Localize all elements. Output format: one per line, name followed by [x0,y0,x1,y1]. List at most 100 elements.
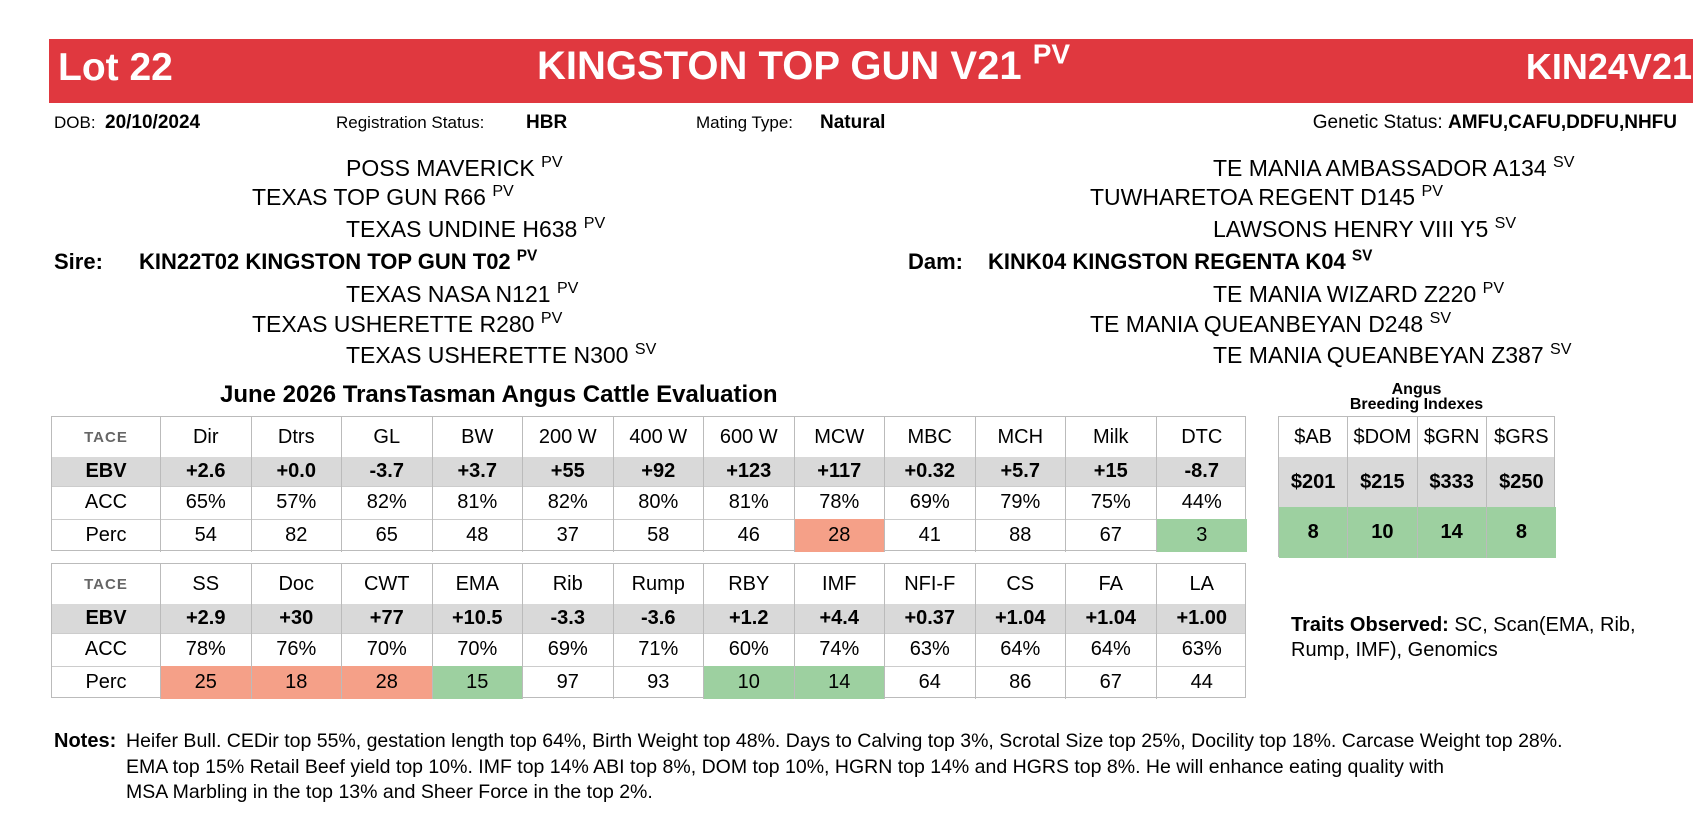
ancestor-name: TE MANIA WIZARD Z220 [1213,281,1477,307]
ebv-value: -3.7 [342,457,433,486]
registration: HBR [526,112,568,133]
row-line [52,633,1245,634]
mating: Natural [820,112,886,133]
acc-value: 82% [523,486,614,519]
notes-line: MSA Marbling in the top 13% and Sheer Fo… [126,781,653,803]
notes-label: Notes: [54,730,117,752]
ancestor: TEXAS USHERETTE N300 SV [346,340,657,369]
acc-value: 71% [614,633,704,666]
perc-value: 37 [523,519,614,552]
ancestor-status: SV [1553,153,1575,172]
row-line [52,666,1245,667]
ancestor-status: SV [1494,214,1517,233]
parent-label: Dam: [908,249,964,274]
trait-name: 200 W [523,417,614,457]
ancestor: TEXAS NASA N121 PV [346,279,579,308]
ancestor-status: PV [516,247,538,265]
parent-label: Sire: [54,249,103,274]
perc-value: 58 [614,519,704,552]
perc-value: 10 [704,666,795,699]
tace-logo: TACE [52,417,161,457]
ancestor-status: SV [1429,309,1452,328]
index-name: $DOM [1348,417,1418,457]
index-name: $GRS [1494,425,1549,448]
perc-value: 86 [976,666,1066,699]
acc-value: 78% [795,486,885,519]
acc-value: 82% [342,486,433,519]
trait-name: NFI-F [885,564,976,604]
ancestor: TE MANIA AMBASSADOR A134 SV [1213,153,1575,182]
row-label: Perc [52,519,161,552]
index-perc: 8 [1279,507,1349,558]
perc-value: 67 [1066,666,1157,699]
index-perc: 8 [1486,507,1556,558]
ancestor-name: TEXAS USHERETTE N300 [346,342,629,368]
index-perc: 14 [1417,507,1487,558]
ebv-value: +5.7 [976,457,1066,486]
lot-number: Lot 22 [58,46,173,89]
acc-value: 64% [976,633,1066,666]
col-line [160,417,161,550]
trait-name: Milk [1066,417,1157,457]
ebv-table: TACE EBV ACC Perc Dir +2.6 65% 54 Dtrs +0.0 57% 82 G… [51,416,1247,552]
trait-name: CS [976,564,1066,604]
index-title: Breeding Indexes [1349,396,1484,413]
perc-value: 97 [523,666,614,699]
perc-value: 46 [704,519,795,552]
acc-value: 70% [433,633,523,666]
trait-name: DTC [1181,425,1223,448]
acc-value: 78% [161,633,252,666]
ancestor-name: TEXAS TOP GUN R66 [252,184,486,210]
acc-value: 80% [614,486,704,519]
acc-value: 63% [1181,638,1222,660]
notes-line: Heifer Bull. CEDir top 55%, gestation le… [126,730,1563,752]
trait-name: IMF [795,564,885,604]
ancestor-name: TUWHARETOA REGENT D145 [1090,184,1416,210]
ancestor-status: PV [1421,182,1443,201]
trait-name: Dir [161,417,252,457]
acc-value: 74% [795,633,885,666]
ebv-value: +77 [342,604,433,633]
perc-value: 93 [614,666,704,699]
ebv-value: +3.7 [433,457,523,486]
ancestor-name: TE MANIA QUEANBEYAN Z387 [1213,342,1544,368]
animal-status: PV [1032,38,1071,70]
ancestor-status: PV [556,279,579,298]
perc-value: 44 [1190,671,1213,693]
perc-value: 88 [976,519,1066,552]
row-label: ACC [52,486,161,519]
acc-value: 81% [704,486,795,519]
ebv-title: June 2026 TransTasman Angus Cattle Evalu… [220,381,778,408]
index-value: $201 [1279,457,1349,507]
tace-logo: TACE [52,564,161,604]
ancestor-name: TE MANIA QUEANBEYAN D248 [1090,311,1424,337]
ebv-value: +0.37 [885,604,976,633]
perc-value: 67 [1066,519,1157,552]
ebv-value: +15 [1066,457,1157,486]
ancestor-status: PV [492,182,514,201]
ebv-value: +1.04 [1066,604,1157,633]
ebv-value: +0.0 [252,457,342,486]
trait-name: LA [1189,572,1214,595]
trait-name: MCW [795,417,885,457]
animal-name-text: KINGSTON TOP GUN V21 [537,44,1022,88]
perc-value: 3 [1156,519,1247,552]
index-value: $250 [1499,470,1544,493]
trait-name: Rib [523,564,614,604]
traits-label: Traits Observed: [1291,614,1449,636]
perc-value: 28 [342,666,433,699]
ancestor-name: POSS MAVERICK [346,155,535,181]
perc-value: 64 [885,666,976,699]
ebv-value: +30 [252,604,342,633]
ebv-value: +0.32 [885,457,976,486]
acc-value: 79% [976,486,1066,519]
index-perc: 10 [1348,507,1418,558]
row-label: EBV [52,457,161,486]
col-line [160,564,161,697]
trait-name: Rump [614,564,704,604]
trait-name: BW [433,417,523,457]
ancestor-status: SV [634,340,657,359]
ebv-value: +117 [795,457,885,486]
trait-name: 600 W [704,417,795,457]
